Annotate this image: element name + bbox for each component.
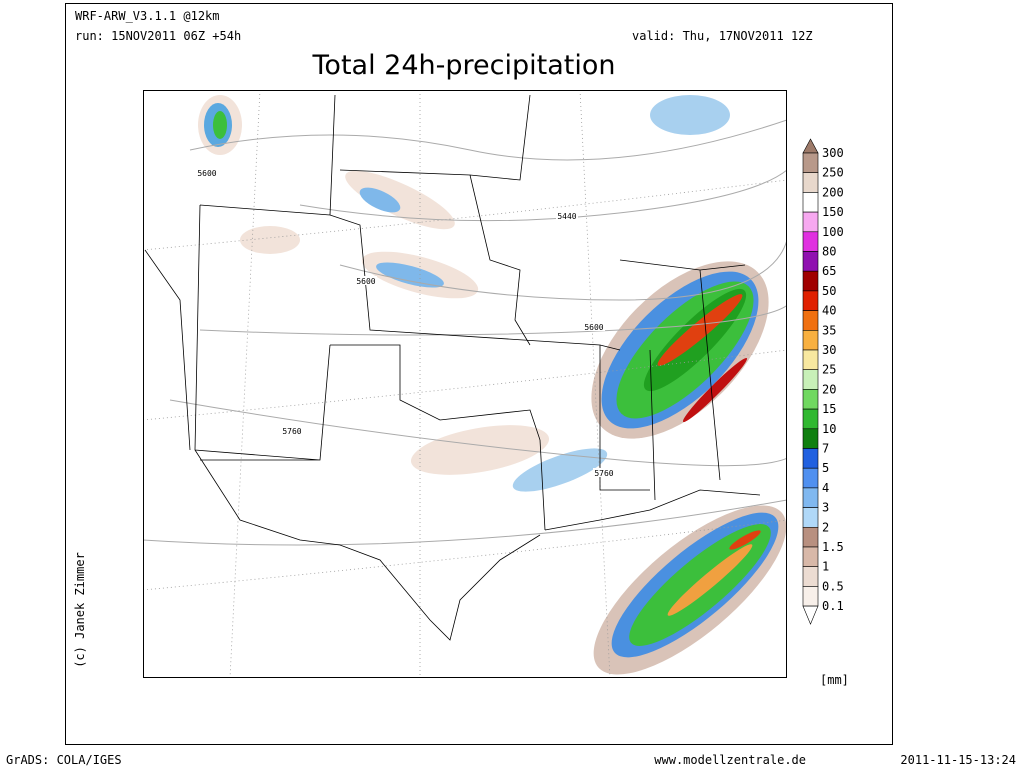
legend-label: 150: [822, 205, 844, 219]
legend-label: 7: [822, 442, 829, 456]
contour-label-bg: [281, 426, 303, 435]
contour-label-bg: [593, 468, 615, 477]
legend-swatch: [802, 192, 819, 213]
legend-label: 0.1: [822, 599, 844, 613]
contour-label: 5600: [197, 169, 216, 178]
legend-swatch: [802, 566, 819, 587]
frame: [65, 3, 893, 745]
contour-label: 5760: [594, 469, 613, 478]
legend-label: 2: [822, 520, 829, 534]
credit: (c) Janek Zimmer: [73, 552, 87, 668]
legend-swatch: [802, 428, 819, 449]
legend-swatch: [802, 329, 819, 351]
legend-label: 1: [822, 560, 829, 574]
contour-label: 5760: [282, 427, 301, 436]
contour-label-bg: [556, 211, 578, 220]
contour-label: 5440: [557, 212, 576, 221]
legend-label: 40: [822, 304, 836, 318]
legend-arrow-top: [802, 138, 819, 154]
legend-swatch: [802, 586, 819, 607]
legend-arrow-bottom: [802, 605, 819, 625]
color-legend: 300 250 200 150 100 80 65 50 40 35 30 25 20 15 10 7 5 4 3 2…: [802, 138, 844, 625]
legend-label: 5: [822, 461, 829, 475]
legend-label: 25: [822, 363, 836, 377]
contour-label-bg: [583, 322, 605, 331]
legend-label: 100: [822, 225, 844, 239]
legend-swatch: [802, 152, 819, 174]
legend-swatch: [802, 507, 819, 528]
legend-label: 3: [822, 501, 829, 515]
valid-label: valid: Thu, 17NOV2011 12Z: [632, 29, 813, 43]
map-border: [143, 90, 787, 678]
legend-label: 1.5: [822, 540, 844, 554]
software-label: GrADS: COLA/IGES: [6, 753, 122, 767]
legend-swatch: [802, 389, 819, 410]
legend-label: 30: [822, 343, 836, 357]
legend-unit: [mm]: [820, 673, 849, 687]
legend-label: 65: [822, 264, 836, 278]
precipitation: [198, 95, 787, 675]
legend-swatch: [802, 467, 819, 489]
site-label: www.modellzentrale.de: [654, 753, 806, 767]
timestamp-label: 2011-11-15-13:24: [900, 753, 1016, 767]
legend-swatch: [802, 526, 819, 548]
legend-swatch: [802, 408, 819, 430]
legend-swatch: [802, 231, 819, 252]
legend-label: 0.5: [822, 579, 844, 593]
legend-swatch: [802, 290, 819, 311]
legend-label: 300: [822, 146, 844, 160]
contour-label: 5600: [356, 277, 375, 286]
height-contours: [143, 119, 787, 546]
legend-swatch: [802, 310, 819, 331]
legend-swatch: [802, 448, 819, 469]
legend-label: 250: [822, 166, 844, 180]
legend-swatch: [802, 369, 819, 390]
legend-swatch: [802, 172, 819, 193]
legend-swatch: [802, 546, 819, 568]
run-label: run: 15NOV2011 06Z +54h: [75, 29, 241, 43]
legend-swatch: [802, 270, 819, 292]
model-label: WRF-ARW_V3.1.1 @12km: [75, 9, 220, 23]
legend-label: 80: [822, 245, 836, 259]
legend-swatch: [802, 349, 819, 371]
contour-label: 5600: [584, 323, 603, 332]
legend-label: 10: [822, 422, 836, 436]
contour-labels: 5600 5440 5600 5600 5760 5760: [196, 168, 615, 478]
contour-label-bg: [196, 168, 218, 177]
map: 5600 5440 5600 5600 5760 5760: [143, 90, 787, 678]
legend-label: 200: [822, 185, 844, 199]
legend-label: 15: [822, 402, 836, 416]
legend-swatch: [802, 211, 819, 233]
legend-label: 20: [822, 382, 836, 396]
title: Total 24h-precipitation: [312, 50, 616, 81]
legend-label: 35: [822, 323, 836, 337]
legend-label: 4: [822, 481, 829, 495]
legend-swatch: [802, 251, 819, 272]
legend-label: 50: [822, 284, 836, 298]
contour-label-bg: [355, 276, 377, 285]
legend-swatch: [802, 487, 819, 508]
